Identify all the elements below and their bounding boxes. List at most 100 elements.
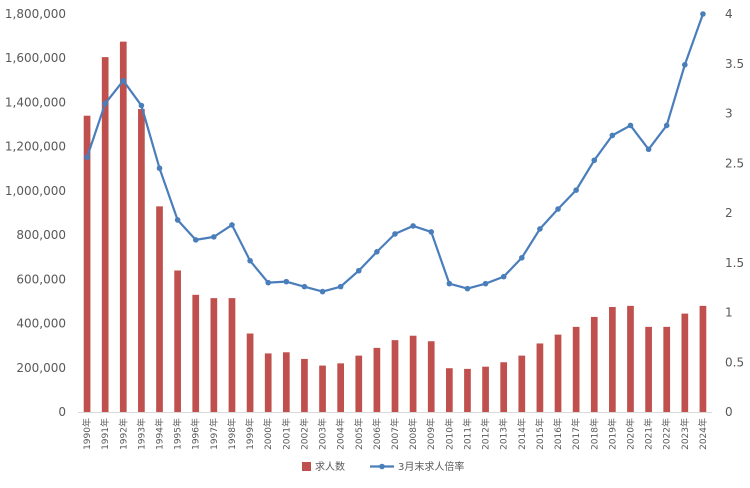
line-point-15 bbox=[355, 267, 362, 274]
bar-28 bbox=[590, 316, 598, 412]
x-tick-label: 2014年 bbox=[516, 418, 528, 450]
y-right-tick-label: 0.5 bbox=[725, 355, 744, 369]
line-point-21 bbox=[464, 285, 471, 292]
line-point-20 bbox=[446, 280, 453, 287]
bar-4 bbox=[156, 206, 163, 412]
bar-7 bbox=[210, 298, 218, 412]
bar-21 bbox=[464, 368, 471, 412]
legend-swatch-bars bbox=[302, 462, 311, 471]
x-tick-label: 2012年 bbox=[480, 418, 492, 450]
x-tick-label: 2000年 bbox=[262, 418, 274, 450]
line-point-3 bbox=[138, 102, 145, 109]
bar-19 bbox=[427, 341, 435, 412]
line-point-10 bbox=[265, 279, 272, 286]
x-tick-label: 1990年 bbox=[81, 418, 93, 450]
y-right-tick-label: 4 bbox=[725, 7, 733, 21]
line-point-5 bbox=[174, 217, 181, 223]
x-tick-label: 2023年 bbox=[679, 418, 691, 450]
line-point-22 bbox=[482, 280, 489, 287]
line-series-group bbox=[84, 11, 706, 295]
bar-34 bbox=[699, 305, 707, 412]
x-tick-label: 2008年 bbox=[407, 418, 419, 450]
line-point-14 bbox=[337, 283, 344, 290]
line-point-13 bbox=[319, 288, 326, 295]
bar-24 bbox=[518, 355, 526, 412]
bar-30 bbox=[627, 305, 634, 412]
line-point-25 bbox=[537, 226, 543, 232]
bar-3 bbox=[138, 109, 145, 412]
y-left-tick-label: 1,400,000 bbox=[5, 95, 66, 109]
line-point-26 bbox=[555, 206, 561, 212]
y-left-tick-label: 0 bbox=[58, 405, 66, 419]
x-tick-label: 2015年 bbox=[534, 418, 546, 450]
y-left-tick-label: 1,200,000 bbox=[5, 140, 66, 154]
x-tick-label: 2018年 bbox=[588, 418, 600, 450]
line-point-28 bbox=[591, 157, 598, 164]
y-left-tick-label: 200,000 bbox=[16, 361, 66, 375]
axes-group: 0 200,000 400,000 600,000 800,000 1,000,000 1,… bbox=[5, 7, 744, 450]
bar-10 bbox=[264, 353, 272, 412]
bar-31 bbox=[645, 326, 652, 412]
bar-series-group bbox=[83, 41, 707, 413]
line-point-17 bbox=[392, 231, 398, 237]
bar-25 bbox=[536, 343, 544, 412]
bar-6 bbox=[192, 294, 200, 412]
bar-9 bbox=[246, 333, 254, 412]
line-point-7 bbox=[211, 234, 217, 240]
line-point-32 bbox=[663, 122, 670, 129]
line-ratio-series bbox=[86, 13, 704, 293]
line-point-2 bbox=[120, 77, 127, 84]
x-tick-label: 2024年 bbox=[697, 418, 709, 450]
bar-0 bbox=[83, 115, 91, 413]
x-tick-label: 1996年 bbox=[190, 418, 202, 450]
line-point-9 bbox=[247, 257, 253, 264]
y-right-tick-label: 2 bbox=[725, 206, 733, 220]
x-tick-label: 1993年 bbox=[135, 418, 147, 450]
legend-label-line: 3月末求人倍率 bbox=[398, 460, 464, 473]
bar-32 bbox=[663, 326, 671, 412]
x-tick-label: 2003年 bbox=[317, 418, 329, 450]
bar-1 bbox=[101, 57, 109, 413]
y-right-tick-label: 1.5 bbox=[725, 256, 744, 270]
line-point-11 bbox=[283, 278, 290, 285]
line-point-29 bbox=[609, 132, 616, 139]
line-point-31 bbox=[645, 146, 652, 153]
bar-5 bbox=[174, 270, 181, 412]
x-tick-label: 2013年 bbox=[498, 418, 510, 450]
bar-20 bbox=[445, 368, 453, 412]
x-tick-label: 2016年 bbox=[552, 418, 564, 450]
line-point-18 bbox=[410, 223, 416, 229]
x-tick-label: 1991年 bbox=[99, 418, 111, 450]
bar-13 bbox=[319, 365, 326, 412]
x-tick-label: 2022年 bbox=[661, 418, 673, 450]
x-tick-label: 1994年 bbox=[154, 418, 166, 450]
line-point-24 bbox=[519, 254, 525, 261]
x-tick-label: 2004年 bbox=[335, 418, 347, 450]
y-left-tick-label: 1,600,000 bbox=[5, 51, 66, 65]
line-point-4 bbox=[156, 165, 163, 172]
line-point-27 bbox=[573, 187, 579, 193]
x-tick-label: 2007年 bbox=[389, 418, 401, 450]
line-point-1 bbox=[102, 100, 108, 107]
bar-12 bbox=[301, 358, 308, 412]
x-tick-label: 2001年 bbox=[280, 418, 292, 450]
line-point-6 bbox=[192, 237, 199, 243]
bar-14 bbox=[337, 363, 345, 412]
y-right-tick-label: 3 bbox=[725, 107, 733, 121]
y-left-tick-label: 800,000 bbox=[16, 228, 66, 242]
y-right-tick-label: 0 bbox=[725, 405, 733, 419]
y-left-tick-label: 600,000 bbox=[16, 272, 66, 286]
y-left-tick-label: 1,800,000 bbox=[5, 7, 66, 21]
x-tick-label: 1992年 bbox=[117, 418, 129, 450]
bar-2 bbox=[119, 41, 127, 412]
x-tick-label: 2017年 bbox=[570, 418, 582, 450]
x-tick-label: 2011年 bbox=[461, 418, 473, 450]
x-tick-label: 2009年 bbox=[425, 418, 437, 450]
x-tick-label: 1995年 bbox=[172, 418, 184, 450]
x-tick-label: 2021年 bbox=[643, 418, 655, 450]
x-tick-label: 1999年 bbox=[244, 418, 256, 450]
y-left-tick-label: 400,000 bbox=[16, 317, 66, 331]
bar-26 bbox=[554, 334, 562, 412]
x-tick-label: 2020年 bbox=[624, 418, 636, 450]
